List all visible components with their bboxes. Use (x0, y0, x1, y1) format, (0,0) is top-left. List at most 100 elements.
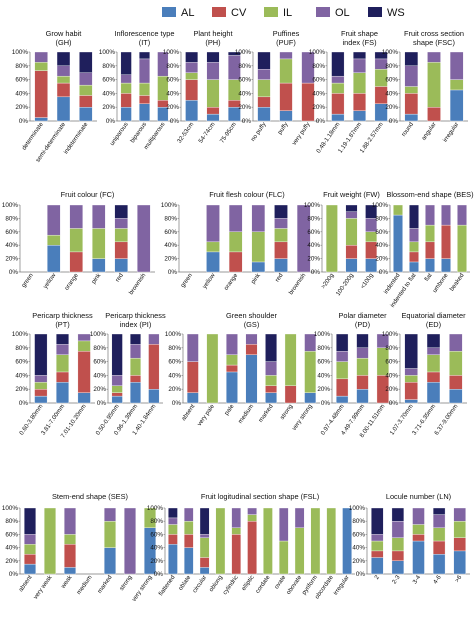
bar-segment-14-1-ol (426, 347, 441, 355)
bar-segment-1-0-cv (120, 93, 132, 108)
bar-segment-8-1-il (345, 218, 358, 246)
y-tick-label-3-1: 20% (238, 104, 251, 111)
category-label-17-2: 3-4 (411, 574, 422, 586)
bar-segment-10-1-al (56, 382, 69, 404)
bar-segment-17-3-ws (432, 507, 446, 515)
bar-segment-1-0-il (120, 82, 132, 94)
bar-segment-11-1-ol (130, 344, 141, 359)
y-tick-label-10-5: 100% (12, 331, 29, 338)
bar-segment-13-1-il (356, 357, 369, 376)
y-tick-label-4-4: 80% (312, 63, 325, 70)
y-tick-label-11-1: 20% (93, 386, 106, 393)
panel-title-10-line-0: Pericarp thickness (32, 311, 93, 320)
bar-segment-16-4-il (231, 527, 242, 535)
y-tick-label-12-5: 100% (165, 331, 182, 338)
category-label-15-6: very strong (131, 574, 154, 603)
bar-segment-16-4-cv (231, 534, 242, 575)
bar-segment-15-0-al (24, 563, 36, 575)
bar-segment-5-2-ol (449, 51, 464, 80)
bar-segment-12-3-ol (245, 333, 258, 345)
bar-segment-8-1-cv (345, 245, 358, 259)
bar-segment-2-0-ws (185, 51, 199, 63)
bar-segment-17-4-il (453, 521, 466, 538)
y-tick-label-0-2: 40% (15, 90, 28, 97)
y-tick-label-17-3: 60% (352, 531, 365, 538)
bar-segment-0-2-ws (79, 51, 93, 73)
y-tick-label-2-5: 100% (163, 49, 180, 56)
y-tick-label-12-2: 40% (168, 372, 181, 379)
panel-title-13-line-1: (PD) (355, 320, 370, 329)
y-tick-label-8-2: 40% (307, 242, 320, 249)
category-label-0-0: determinate (21, 121, 46, 152)
bar-segment-15-1-il (44, 507, 56, 575)
bar-segment-17-3-cv (432, 540, 446, 555)
bar-segment-12-3-cv (245, 344, 258, 355)
bar-segment-9-2-al (425, 258, 435, 273)
bar-segment-17-0-cv (371, 550, 384, 558)
bar-segment-17-2-cv (412, 534, 425, 542)
panel-title-11-line-0: Pericarp thickness (105, 311, 166, 320)
bar-segment-13-0-il (336, 361, 349, 380)
y-tick-label-13-1: 20% (317, 386, 330, 393)
y-tick-label-6-1: 20% (5, 256, 18, 263)
category-label-5-1: angular (420, 121, 437, 142)
bar-segment-0-2-al (79, 107, 93, 122)
panel-title-3-line-0: Puffines (273, 29, 300, 38)
y-tick-label-3-3: 60% (238, 77, 251, 84)
bar-segment-15-5-ol (124, 507, 136, 575)
panel-title-10-line-1: (PT) (55, 320, 69, 329)
y-tick-label-13-4: 80% (317, 345, 330, 352)
category-label-15-5: strong (118, 574, 133, 592)
bar-segment-16-2-il (199, 537, 210, 558)
bar-segment-5-2-al (449, 89, 464, 122)
bar-segment-16-2-cv (199, 557, 210, 568)
bar-segment-4-1-il (353, 72, 366, 94)
bar-segment-16-2-ol (199, 534, 210, 538)
y-tick-label-5-4: 80% (385, 63, 398, 70)
bar-segment-0-2-il (79, 84, 93, 96)
category-label-6-1: yellow (42, 272, 58, 290)
bar-segment-15-0-ol (24, 534, 36, 545)
bar-segment-12-1-il (206, 333, 219, 404)
category-label-16-7: ovate (273, 574, 288, 591)
bar-segment-9-3-al (441, 258, 451, 273)
y-tick-label-13-3: 60% (317, 359, 330, 366)
y-tick-label-11-4: 80% (93, 345, 106, 352)
legend-label-ws: WS (387, 7, 405, 19)
bar-segment-10-0-al (34, 395, 48, 404)
bar-segment-15-4-ol (104, 507, 116, 522)
y-tick-label-7-4: 80% (164, 215, 177, 222)
legend-label-il: IL (283, 7, 292, 19)
panel-title-8-line-0: Fruit weight (FW) (323, 190, 380, 199)
y-tick-label-6-3: 60% (5, 229, 18, 236)
bar-segment-12-2-cv (226, 364, 238, 373)
y-tick-label-8-0: 0% (311, 269, 321, 276)
bar-segment-17-1-ol (391, 521, 405, 538)
legend-swatch-al (162, 7, 176, 17)
category-label-16-11: irregular (332, 574, 351, 596)
bar-segment-6-4-ws (114, 204, 128, 219)
bar-segment-0-0-al (34, 117, 48, 122)
category-label-12-0: absent (180, 403, 196, 422)
y-tick-label-5-3: 60% (385, 77, 398, 84)
y-tick-label-9-0: 0% (379, 269, 389, 276)
bar-segment-12-6-ol (304, 333, 317, 352)
bar-segment-7-4-ws (274, 204, 288, 219)
bar-segment-11-0-al (111, 395, 123, 404)
bar-segment-6-2-ol (69, 204, 83, 229)
y-tick-label-1-0: 0% (106, 118, 116, 125)
y-tick-label-2-2: 40% (166, 90, 179, 97)
category-label-3-2: very puffy (291, 120, 312, 146)
bar-segment-9-0-al (393, 214, 403, 273)
bar-segment-0-1-ws (56, 51, 71, 66)
y-tick-label-15-1: 20% (5, 558, 18, 565)
bar-segment-1-2-ol (157, 51, 169, 77)
bar-segment-6-5-ol (137, 204, 151, 273)
y-tick-label-14-4: 80% (385, 345, 398, 352)
bar-segment-6-1-al (47, 245, 61, 273)
bar-segment-15-0-ws (24, 507, 36, 535)
bar-segment-16-2-al (199, 567, 210, 575)
category-label-16-6: cordate (254, 574, 272, 595)
bar-segment-4-0-il (331, 82, 345, 94)
